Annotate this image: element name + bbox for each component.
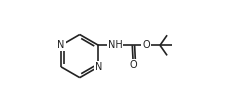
Text: N: N bbox=[57, 40, 64, 50]
Text: O: O bbox=[129, 60, 136, 70]
Text: N: N bbox=[94, 62, 102, 72]
Text: O: O bbox=[142, 40, 149, 50]
Text: NH: NH bbox=[108, 40, 122, 50]
